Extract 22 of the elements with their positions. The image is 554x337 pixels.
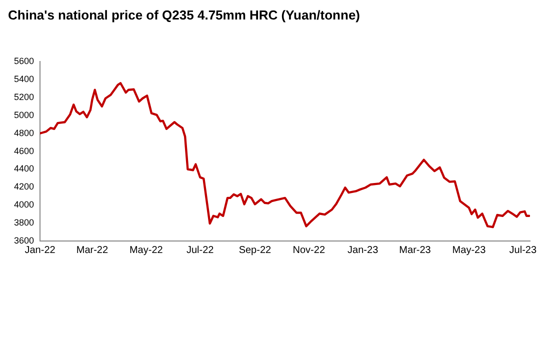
y-tick-label: 3800 bbox=[14, 218, 34, 228]
x-tick-label: Sep-22 bbox=[238, 244, 272, 256]
x-tick-label: Jan-23 bbox=[348, 244, 379, 256]
x-tick-label: Nov-22 bbox=[292, 244, 326, 256]
x-tick-label: May-22 bbox=[129, 244, 164, 256]
x-tick-label: Mar-22 bbox=[76, 244, 108, 256]
y-tick-label: 4000 bbox=[14, 200, 34, 210]
x-tick-label: Jul-23 bbox=[509, 244, 537, 256]
y-tick-label: 3600 bbox=[14, 235, 34, 246]
y-tick-label: 4400 bbox=[14, 164, 34, 174]
y-tick-label: 5600 bbox=[14, 56, 34, 66]
y-tick-label: 4800 bbox=[14, 128, 34, 138]
x-tick-label: Mar-23 bbox=[399, 244, 432, 256]
y-tick-label: 5000 bbox=[14, 110, 34, 120]
chart-title: China's national price of Q235 4.75mm HRC (Yuan/tonne) bbox=[8, 7, 360, 22]
x-tick-label: Jan-22 bbox=[24, 244, 56, 256]
y-tick-label: 4600 bbox=[14, 146, 34, 156]
y-tick-label: 5400 bbox=[14, 74, 34, 84]
x-tick-label: Jul-22 bbox=[186, 244, 214, 256]
y-tick-label: 4200 bbox=[14, 182, 34, 192]
x-tick-label: May-23 bbox=[452, 244, 486, 256]
y-tick-label: 5200 bbox=[14, 92, 34, 102]
